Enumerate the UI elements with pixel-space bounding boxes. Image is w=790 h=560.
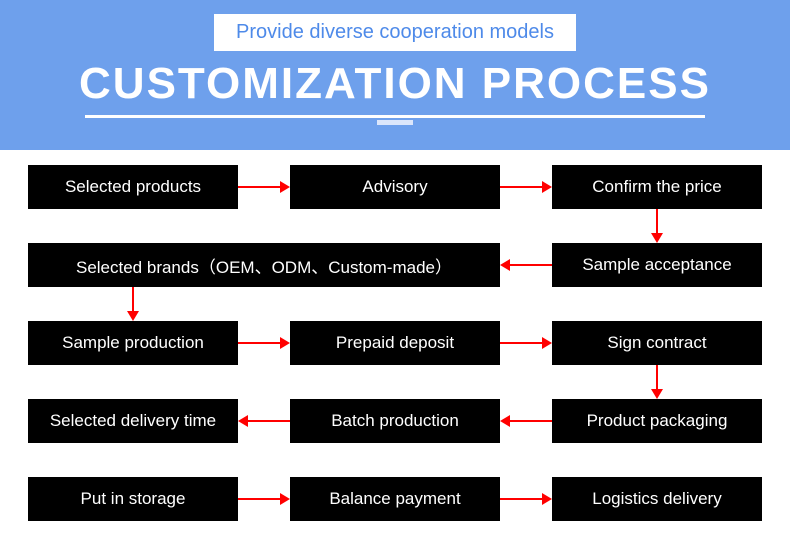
arrow-sign-contract-to-product-packaging <box>650 365 664 399</box>
node-product-packaging: Product packaging <box>552 399 762 443</box>
node-label: Advisory <box>362 177 427 197</box>
arrow-sample-production-to-prepaid-deposit <box>238 336 290 350</box>
arrow-selected-products-to-advisory <box>238 180 290 194</box>
node-label: Logistics delivery <box>592 489 721 509</box>
node-label: Selected brands（OEM、ODM、Custom-made） <box>76 253 452 278</box>
node-sample-production: Sample production <box>28 321 238 365</box>
node-selected-delivery: Selected delivery time <box>28 399 238 443</box>
node-advisory: Advisory <box>290 165 500 209</box>
arrow-selected-brands-to-sample-production <box>126 287 140 321</box>
arrow-put-in-storage-to-balance-payment <box>238 492 290 506</box>
node-selected-brands: Selected brands（OEM、ODM、Custom-made） <box>28 243 500 287</box>
node-label: Product packaging <box>587 411 728 431</box>
node-label: Sign contract <box>607 333 706 353</box>
title-text: CUSTOMIZATION PROCESS <box>0 59 790 109</box>
arrow-advisory-to-confirm-price <box>500 180 552 194</box>
subtitle-text: Provide diverse cooperation models <box>236 21 554 43</box>
flowchart-area: Selected products Advisory Confirm the pri… <box>0 165 790 560</box>
node-batch-production: Batch production <box>290 399 500 443</box>
node-label: Batch production <box>331 411 459 431</box>
node-sign-contract: Sign contract <box>552 321 762 365</box>
node-sample-acceptance: Sample acceptance <box>552 243 762 287</box>
node-selected-products: Selected products <box>28 165 238 209</box>
node-label: Confirm the price <box>592 177 721 197</box>
node-confirm-price: Confirm the price <box>552 165 762 209</box>
node-label: Selected products <box>65 177 201 197</box>
arrow-balance-payment-to-logistics-delivery <box>500 492 552 506</box>
node-prepaid-deposit: Prepaid deposit <box>290 321 500 365</box>
node-balance-payment: Balance payment <box>290 477 500 521</box>
title-underline <box>85 115 705 118</box>
arrow-product-packaging-to-batch-production <box>500 414 552 428</box>
header: Provide diverse cooperation models CUSTO… <box>0 0 790 150</box>
title-accent-bar <box>377 120 413 125</box>
node-label: Balance payment <box>329 489 460 509</box>
subtitle-box: Provide diverse cooperation models <box>214 14 576 51</box>
node-logistics-delivery: Logistics delivery <box>552 477 762 521</box>
node-label: Sample production <box>62 333 204 353</box>
arrow-prepaid-deposit-to-sign-contract <box>500 336 552 350</box>
node-label: Put in storage <box>81 489 186 509</box>
node-put-in-storage: Put in storage <box>28 477 238 521</box>
arrow-sample-acceptance-to-selected-brands <box>500 258 552 272</box>
node-label: Sample acceptance <box>582 255 731 275</box>
arrow-confirm-price-to-sample-acceptance <box>650 209 664 243</box>
node-label: Prepaid deposit <box>336 333 454 353</box>
node-label: Selected delivery time <box>50 411 216 431</box>
arrow-batch-production-to-selected-delivery <box>238 414 290 428</box>
